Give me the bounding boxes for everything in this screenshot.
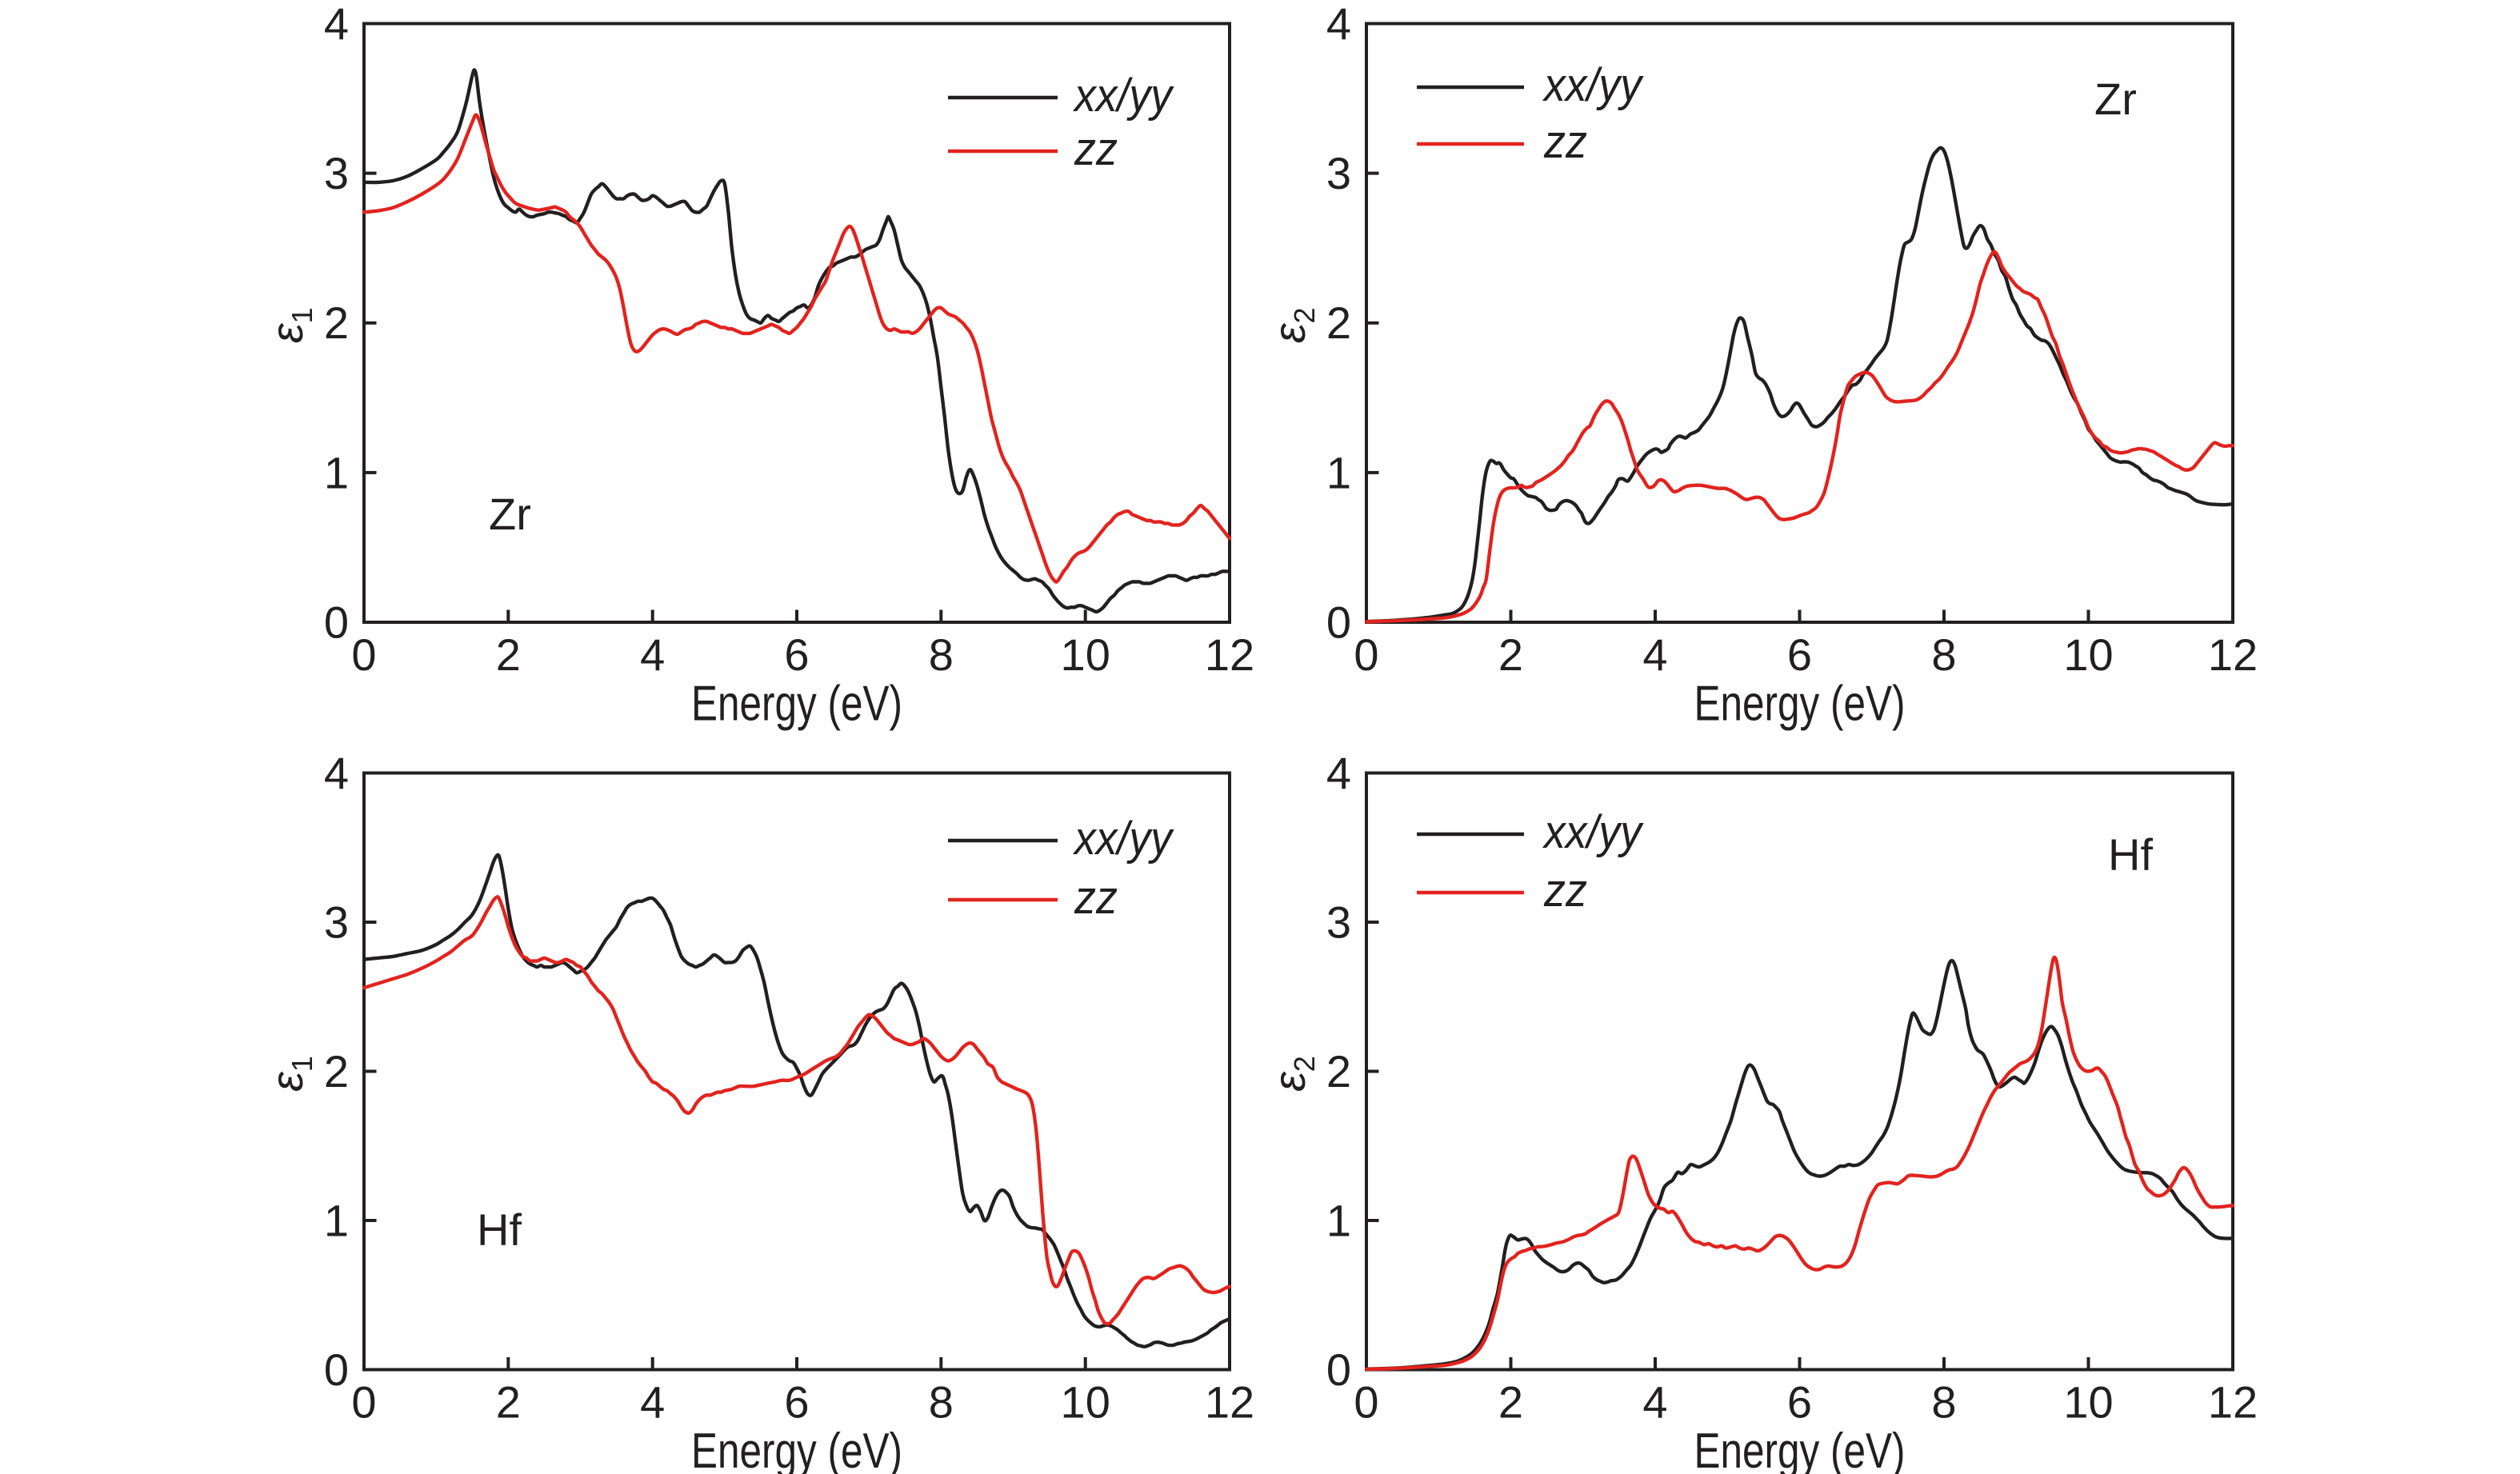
svg-text:4: 4 [1326,0,1351,49]
svg-text:4: 4 [324,748,349,798]
svg-text:1: 1 [324,447,349,497]
svg-text:0: 0 [1354,629,1378,680]
svg-text:2: 2 [1326,1046,1351,1097]
svg-text:10: 10 [2063,1377,2113,1428]
svg-text:zz: zz [1543,116,1587,168]
svg-text:zz: zz [1543,865,1587,917]
svg-text:0: 0 [351,629,376,680]
svg-text:3: 3 [1326,148,1351,198]
svg-text:xx/yy: xx/yy [1542,59,1644,111]
svg-text:Hf: Hf [477,1204,522,1255]
svg-text:1: 1 [324,1196,349,1246]
svg-text:ε1: ε1 [262,1056,318,1092]
svg-text:12: 12 [2208,629,2258,680]
svg-text:ε1: ε1 [262,307,318,343]
svg-text:8: 8 [929,629,954,680]
svg-text:Energy (eV): Energy (eV) [1694,1424,1906,1474]
svg-text:6: 6 [1787,1377,1812,1428]
svg-text:10: 10 [2063,629,2113,680]
svg-text:2: 2 [496,629,521,680]
svg-text:0: 0 [324,1344,349,1395]
svg-text:zz: zz [1074,872,1118,924]
svg-text:4: 4 [324,0,349,49]
svg-text:zz: zz [1074,123,1118,175]
svg-text:0: 0 [351,1377,376,1428]
svg-text:3: 3 [324,897,349,948]
svg-text:1: 1 [1326,1196,1351,1246]
svg-text:10: 10 [1061,1377,1110,1428]
svg-text:12: 12 [1205,1377,1254,1428]
svg-text:Zr: Zr [489,489,531,539]
svg-text:2: 2 [496,1377,521,1428]
svg-text:2: 2 [324,1046,349,1097]
svg-text:2: 2 [1326,298,1351,348]
svg-text:2: 2 [1498,1377,1523,1428]
svg-text:8: 8 [1931,1377,1956,1428]
svg-text:Energy (eV): Energy (eV) [1694,677,1906,732]
svg-text:6: 6 [784,1377,809,1428]
svg-text:0: 0 [1326,1344,1351,1395]
svg-text:8: 8 [929,1377,954,1428]
svg-text:4: 4 [1326,748,1351,798]
svg-text:10: 10 [1061,629,1110,680]
svg-text:0: 0 [1326,597,1351,648]
svg-text:Energy (eV): Energy (eV) [691,677,902,732]
svg-text:12: 12 [1205,629,1254,680]
svg-text:2: 2 [1498,629,1523,680]
svg-text:3: 3 [324,148,349,198]
svg-text:3: 3 [1326,897,1351,948]
svg-text:0: 0 [1354,1377,1378,1428]
svg-text:4: 4 [1642,1377,1667,1428]
svg-text:2: 2 [324,298,349,348]
svg-text:4: 4 [640,629,665,680]
svg-text:6: 6 [1787,629,1812,680]
svg-text:6: 6 [784,629,809,680]
svg-text:Zr: Zr [2094,74,2137,124]
svg-text:xx/yy: xx/yy [1072,70,1174,122]
svg-text:xx/yy: xx/yy [1542,806,1644,858]
svg-text:8: 8 [1931,629,1956,680]
svg-text:4: 4 [640,1377,665,1428]
svg-text:Energy (eV): Energy (eV) [691,1424,902,1474]
svg-text:0: 0 [324,597,349,648]
svg-text:12: 12 [2208,1377,2258,1428]
svg-text:1: 1 [1326,447,1351,497]
svg-text:4: 4 [1642,629,1667,680]
svg-text:xx/yy: xx/yy [1072,813,1174,865]
svg-text:Hf: Hf [2108,829,2153,880]
